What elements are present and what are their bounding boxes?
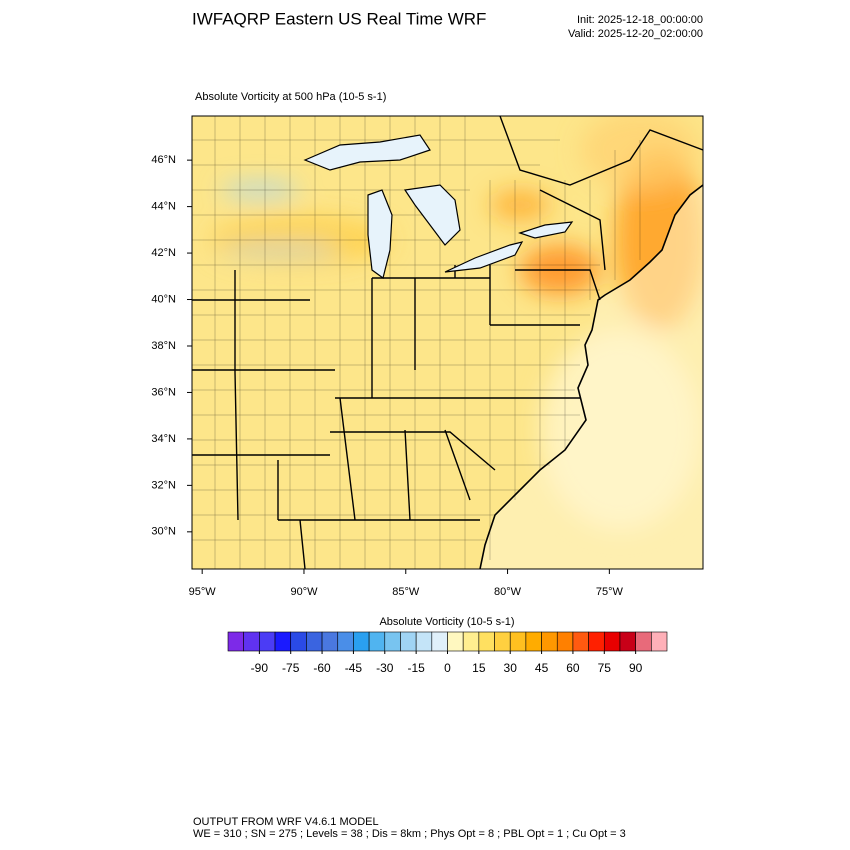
init-time: Init: 2025-12-18_00:00:00: [577, 14, 703, 26]
footer-line1: OUTPUT FROM WRF V4.6.1 MODEL: [193, 816, 379, 828]
title: IWFAQRP Eastern US Real Time WRF: [192, 9, 486, 28]
colorbar-box: [572, 631, 589, 652]
x-tick-label: 95°W: [189, 586, 217, 598]
y-tick-label: 40°N: [151, 293, 176, 305]
colorbar-box: [525, 631, 542, 652]
colorbar-tick-label: -45: [345, 661, 363, 675]
colorbar-title: Absolute Vorticity (10-5 s-1): [379, 616, 514, 628]
colorbar-box: [509, 631, 527, 652]
colorbar-box: [603, 631, 621, 652]
footer-line2: WE = 310 ; SN = 275 ; Levels = 38 ; Dis …: [193, 828, 626, 840]
y-tick-label: 46°N: [151, 154, 176, 166]
colorbar-tick-label: 15: [472, 661, 486, 675]
y-tick-label: 30°N: [151, 526, 176, 538]
colorbar-box: [651, 631, 668, 652]
colorbar-tick-label: -90: [251, 661, 269, 675]
map-field: [192, 116, 703, 569]
colorbar-box: [541, 631, 558, 652]
colorbar-box: [243, 631, 260, 652]
colorbar-box: [431, 631, 448, 652]
colorbar-box: [306, 631, 323, 652]
colorbar-box: [588, 631, 605, 652]
colorbar-box: [400, 631, 417, 652]
colorbar-box: [556, 631, 574, 652]
map-axes: 95°W 90°W 85°W 80°W 75°W 30°N 32°N 34°N 36°N 38°N…: [151, 154, 623, 598]
x-tick-label: 80°W: [494, 586, 522, 598]
valid-time: Valid: 2025-12-20_02:00:00: [568, 28, 703, 40]
colorbar-box: [478, 631, 495, 652]
ocean: [480, 185, 703, 569]
y-tick-label: 34°N: [151, 433, 176, 445]
colorbar-tick-label: -15: [407, 661, 425, 675]
map-title: Absolute Vorticity at 500 hPa (10-5 s-1): [195, 91, 386, 103]
colorbar-box: [447, 631, 464, 652]
colorbar-tick-label: 30: [504, 661, 518, 675]
colorbar-box: [337, 631, 354, 652]
colorbar-box: [462, 631, 480, 652]
colorbar-tick-label: 75: [598, 661, 612, 675]
colorbar-box: [290, 631, 307, 652]
y-tick-label: 36°N: [151, 386, 176, 398]
colorbar-tick-label: 45: [535, 661, 549, 675]
colorbar-box: [494, 631, 511, 652]
colorbar-tick-label: 0: [444, 661, 451, 675]
colorbar-box: [321, 631, 339, 652]
x-tick-label: 75°W: [596, 586, 624, 598]
colorbar-tick-label: -60: [313, 661, 331, 675]
y-tick-label: 32°N: [151, 479, 176, 491]
colorbar-tick-label: 90: [629, 661, 643, 675]
colorbar-box: [274, 631, 292, 652]
colorbar-box: [368, 631, 386, 652]
colorbar-box: [635, 631, 652, 652]
colorbar-box: [259, 631, 276, 652]
x-tick-label: 85°W: [392, 586, 420, 598]
colorbar-box: [384, 631, 401, 652]
x-tick-label: 90°W: [290, 586, 318, 598]
colorbar-box: [415, 631, 433, 652]
colorbar-box: [619, 631, 636, 652]
colorbar-tick-label: -75: [282, 661, 300, 675]
colorbar: -90 -75 -60 -45 -30 -15 0 15 30 45 60 75 90: [227, 631, 668, 675]
y-tick-label: 44°N: [151, 201, 176, 213]
colorbar-tick-label: 60: [566, 661, 580, 675]
colorbar-box: [227, 631, 244, 652]
colorbar-box: [353, 631, 370, 652]
map-frame: [191, 115, 704, 570]
great-lakes: [303, 134, 574, 280]
state-borders: [192, 116, 703, 569]
colorbar-tick-label: -30: [376, 661, 394, 675]
y-tick-label: 42°N: [151, 247, 176, 259]
y-tick-label: 38°N: [151, 340, 176, 352]
